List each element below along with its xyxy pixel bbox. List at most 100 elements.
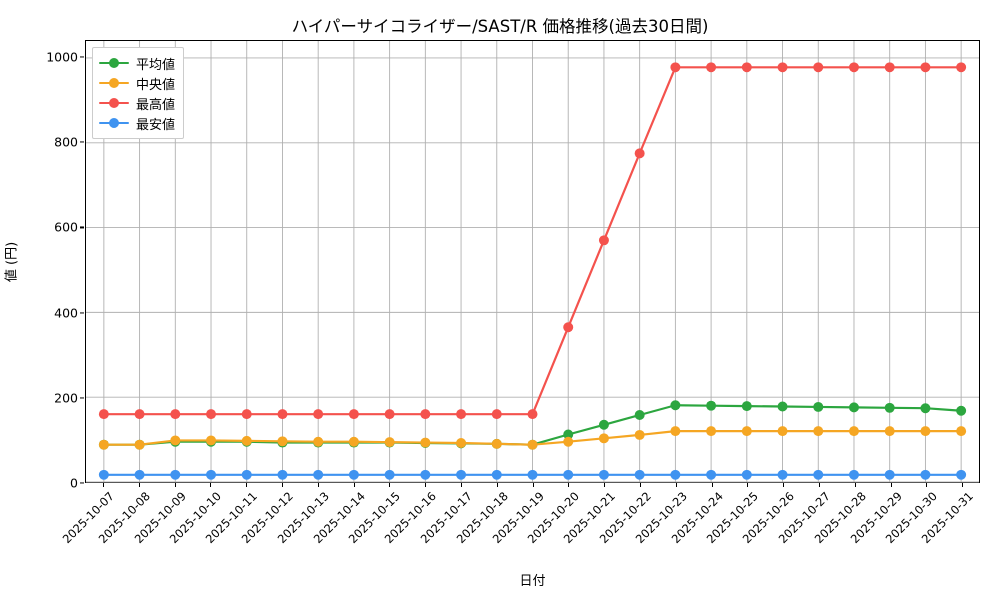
x-tick-mark bbox=[102, 483, 104, 487]
data-point-marker bbox=[670, 469, 681, 480]
data-point-marker bbox=[777, 401, 788, 412]
data-point-marker bbox=[920, 62, 931, 73]
data-point-marker bbox=[313, 409, 324, 420]
data-point-marker bbox=[98, 409, 109, 420]
data-point-marker bbox=[598, 419, 609, 430]
data-point-marker bbox=[884, 426, 895, 437]
legend-swatch bbox=[99, 56, 129, 70]
x-tick-mark bbox=[317, 483, 319, 487]
data-point-marker bbox=[313, 469, 324, 480]
y-tick-label: 0 bbox=[70, 475, 78, 491]
x-tick-mark bbox=[532, 483, 534, 487]
data-point-marker bbox=[741, 401, 752, 412]
legend-swatch bbox=[99, 96, 129, 110]
data-point-marker bbox=[634, 148, 645, 159]
data-point-marker bbox=[277, 409, 288, 420]
data-point-marker bbox=[348, 409, 359, 420]
data-point-marker bbox=[848, 62, 859, 73]
data-point-marker bbox=[134, 469, 145, 480]
x-tick-mark bbox=[604, 483, 606, 487]
legend-item-2[interactable]: 中央値 bbox=[99, 73, 175, 93]
x-axis-tick-marks bbox=[85, 483, 980, 489]
series-3 bbox=[98, 62, 967, 420]
x-tick-mark bbox=[246, 483, 248, 487]
data-point-marker bbox=[170, 435, 181, 446]
data-point-marker bbox=[491, 438, 502, 449]
data-point-marker bbox=[813, 426, 824, 437]
data-point-marker bbox=[277, 436, 288, 447]
data-point-marker bbox=[241, 469, 252, 480]
data-point-marker bbox=[706, 400, 717, 411]
data-point-marker bbox=[777, 62, 788, 73]
data-point-marker bbox=[634, 469, 645, 480]
data-point-marker bbox=[170, 469, 181, 480]
data-point-marker bbox=[491, 409, 502, 420]
data-point-marker bbox=[563, 429, 574, 440]
y-tick-label: 200 bbox=[54, 390, 78, 406]
data-point-marker bbox=[670, 400, 681, 411]
data-point-marker bbox=[956, 62, 967, 73]
data-point-marker bbox=[527, 409, 538, 420]
y-tick-mark bbox=[80, 226, 84, 228]
y-tick-mark bbox=[80, 482, 84, 484]
x-tick-mark bbox=[568, 483, 570, 487]
data-point-marker bbox=[98, 469, 109, 480]
data-point-marker bbox=[741, 469, 752, 480]
y-axis-tick-marks bbox=[0, 40, 85, 484]
data-point-marker bbox=[420, 469, 431, 480]
data-point-marker bbox=[563, 322, 574, 333]
x-tick-mark bbox=[496, 483, 498, 487]
data-point-marker bbox=[384, 437, 395, 448]
data-point-marker bbox=[920, 469, 931, 480]
data-point-marker bbox=[206, 435, 217, 446]
data-point-marker bbox=[384, 409, 395, 420]
data-point-marker bbox=[884, 62, 895, 73]
x-tick-mark bbox=[818, 483, 820, 487]
legend-marker-icon bbox=[109, 78, 119, 88]
y-tick-mark bbox=[80, 56, 84, 58]
data-point-marker bbox=[813, 401, 824, 412]
y-tick-label: 400 bbox=[54, 305, 78, 321]
data-point-marker bbox=[420, 409, 431, 420]
data-point-marker bbox=[956, 405, 967, 416]
y-axis-tick-labels: 0 200 400 600 800 1000 bbox=[35, 40, 78, 491]
series-2 bbox=[98, 426, 967, 450]
data-point-marker bbox=[456, 438, 467, 448]
series-4 bbox=[98, 469, 967, 480]
legend-marker-icon bbox=[109, 58, 119, 68]
data-point-marker bbox=[384, 469, 395, 480]
legend-item-4[interactable]: 最安値 bbox=[99, 113, 175, 133]
x-tick-mark bbox=[675, 483, 677, 487]
data-point-marker bbox=[527, 439, 538, 450]
data-point-marker bbox=[706, 426, 717, 437]
legend-item-3[interactable]: 最高値 bbox=[99, 93, 175, 113]
legend-label: 中央値 bbox=[136, 77, 176, 93]
legend-label: 最高値 bbox=[136, 97, 176, 113]
legend-marker-icon bbox=[109, 98, 119, 108]
data-point-marker bbox=[777, 426, 788, 437]
chart-title: ハイパーサイコライザー/SAST/R 価格推移(過去30日間) bbox=[291, 17, 709, 36]
legend-swatch bbox=[99, 116, 129, 130]
data-point-marker bbox=[420, 437, 431, 448]
x-tick-mark bbox=[138, 483, 140, 487]
data-point-marker bbox=[241, 435, 252, 446]
x-tick-mark bbox=[389, 483, 391, 487]
data-point-marker bbox=[348, 436, 359, 447]
data-point-marker bbox=[134, 439, 145, 450]
legend-item-1[interactable]: 平均値 bbox=[99, 53, 175, 73]
legend-label: 最安値 bbox=[136, 117, 176, 133]
data-point-marker bbox=[241, 409, 252, 420]
data-point-marker bbox=[956, 469, 967, 480]
x-tick-mark bbox=[425, 483, 427, 487]
y-tick-mark bbox=[80, 312, 84, 314]
data-point-marker bbox=[170, 409, 181, 420]
legend-swatch bbox=[99, 76, 129, 90]
y-tick-mark bbox=[80, 397, 84, 399]
data-point-marker bbox=[670, 62, 681, 73]
x-tick-mark bbox=[174, 483, 176, 487]
data-point-marker bbox=[491, 469, 502, 480]
data-point-marker bbox=[670, 426, 681, 437]
data-point-marker bbox=[706, 62, 717, 73]
x-tick-mark bbox=[890, 483, 892, 487]
data-point-marker bbox=[920, 426, 931, 437]
